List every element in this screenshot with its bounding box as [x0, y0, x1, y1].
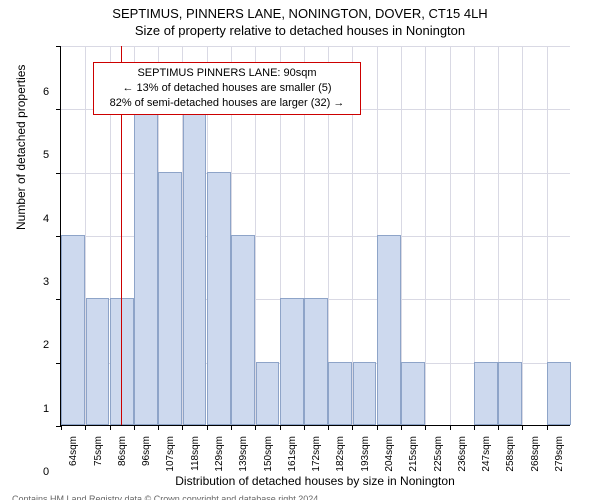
footer: Contains HM Land Registry data © Crown c… [12, 494, 600, 500]
ytick-label: 1 [43, 403, 49, 415]
xtick-label: 215sqm [408, 436, 419, 476]
xtick-label: 139sqm [238, 436, 249, 476]
xtick-mark [377, 425, 378, 430]
xtick-mark [134, 425, 135, 430]
xtick-label: 279sqm [554, 436, 565, 476]
histogram-bar [328, 362, 352, 425]
histogram-bar [207, 172, 231, 425]
plot-region: 012345664sqm75sqm86sqm96sqm107sqm118sqm1… [60, 46, 570, 426]
ytick-label: 6 [43, 86, 49, 98]
xtick-label: 193sqm [360, 436, 371, 476]
ytick-label: 5 [43, 149, 49, 161]
y-axis-label: Number of detached properties [14, 65, 28, 230]
xtick-label: 182sqm [335, 436, 346, 476]
histogram-bar [474, 362, 498, 425]
xtick-label: 172sqm [311, 436, 322, 476]
histogram-bar [256, 362, 280, 425]
xtick-mark [207, 425, 208, 430]
xtick-mark [328, 425, 329, 430]
xtick-label: 258sqm [505, 436, 516, 476]
ytick-mark [56, 109, 61, 110]
ytick-mark [56, 173, 61, 174]
info-box-line1: SEPTIMUS PINNERS LANE: 90sqm [100, 66, 354, 81]
xtick-mark [401, 425, 402, 430]
xtick-label: 268sqm [530, 436, 541, 476]
xtick-label: 236sqm [457, 436, 468, 476]
gridline-v [450, 46, 451, 425]
histogram-bar [231, 235, 255, 425]
x-axis-label: Distribution of detached houses by size … [60, 474, 570, 488]
xtick-mark [498, 425, 499, 430]
xtick-label: 64sqm [68, 436, 79, 476]
xtick-label: 225sqm [433, 436, 444, 476]
xtick-label: 75sqm [93, 436, 104, 476]
chart-title: SEPTIMUS, PINNERS LANE, NONINGTON, DOVER… [0, 6, 600, 21]
ytick-label: 0 [43, 466, 49, 478]
xtick-mark [61, 425, 62, 430]
xtick-label: 107sqm [165, 436, 176, 476]
ytick-mark [56, 46, 61, 47]
histogram-bar [377, 235, 401, 425]
gridline-v [522, 46, 523, 425]
xtick-label: 161sqm [287, 436, 298, 476]
gridline-h [61, 46, 570, 47]
ytick-label: 2 [43, 339, 49, 351]
histogram-bar [183, 108, 207, 425]
histogram-bar [86, 298, 110, 425]
xtick-mark [352, 425, 353, 430]
xtick-label: 247sqm [481, 436, 492, 476]
info-box-line3: 82% of semi-detached houses are larger (… [100, 96, 354, 111]
histogram-bar [280, 298, 304, 425]
xtick-mark [450, 425, 451, 430]
xtick-mark [474, 425, 475, 430]
histogram-bar [110, 298, 134, 425]
xtick-mark [231, 425, 232, 430]
histogram-bar [547, 362, 571, 425]
xtick-label: 129sqm [214, 436, 225, 476]
xtick-mark [425, 425, 426, 430]
xtick-mark [547, 425, 548, 430]
xtick-mark [255, 425, 256, 430]
ytick-label: 3 [43, 276, 49, 288]
xtick-mark [158, 425, 159, 430]
histogram-bar [353, 362, 377, 425]
footer-line1: Contains HM Land Registry data © Crown c… [12, 494, 600, 500]
histogram-bar [401, 362, 425, 425]
xtick-label: 86sqm [117, 436, 128, 476]
ytick-label: 4 [43, 213, 49, 225]
histogram-bar [158, 172, 182, 425]
xtick-mark [522, 425, 523, 430]
xtick-mark [304, 425, 305, 430]
info-box: SEPTIMUS PINNERS LANE: 90sqm← 13% of det… [93, 62, 361, 115]
xtick-mark [110, 425, 111, 430]
xtick-mark [280, 425, 281, 430]
xtick-mark [182, 425, 183, 430]
histogram-bar [498, 362, 522, 425]
histogram-bar [134, 108, 158, 425]
chart-area: 012345664sqm75sqm86sqm96sqm107sqm118sqm1… [60, 46, 570, 426]
xtick-mark [85, 425, 86, 430]
info-box-line2: ← 13% of detached houses are smaller (5) [100, 81, 354, 96]
histogram-bar [61, 235, 85, 425]
histogram-bar [304, 298, 328, 425]
xtick-label: 204sqm [384, 436, 395, 476]
xtick-label: 150sqm [263, 436, 274, 476]
chart-subtitle: Size of property relative to detached ho… [0, 23, 600, 38]
xtick-label: 96sqm [141, 436, 152, 476]
xtick-label: 118sqm [190, 436, 201, 476]
gridline-v [425, 46, 426, 425]
